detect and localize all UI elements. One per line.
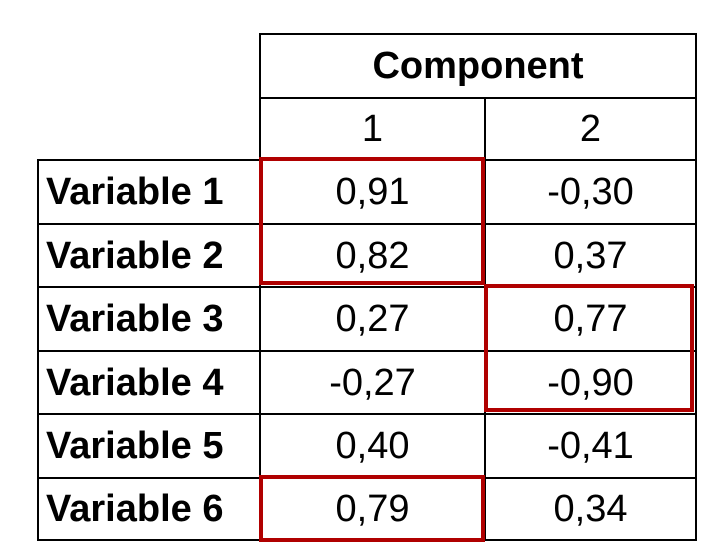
table-rule [37,286,697,288]
table-rule [37,350,697,352]
table-rule [259,33,261,541]
table-rule [37,223,697,225]
row-label-variable-5: Variable 5 [46,425,224,467]
row-label-variable-1: Variable 1 [46,171,224,213]
value-cell: 0,77 [553,298,628,340]
value-cell: 0,91 [335,171,410,213]
value-cell: -0,27 [329,361,416,404]
row-label-variable-2: Variable 2 [46,234,224,277]
column-header-2: 2 [579,108,602,150]
table-rule [695,33,697,541]
value-cell: 0,40 [335,425,410,467]
row-label-variable-3: Variable 3 [46,298,224,340]
value-cell: 0,34 [553,488,628,530]
row-label-variable-6: Variable 6 [46,488,224,530]
value-cell: 0,37 [553,234,628,277]
value-cell: -0,30 [547,171,634,213]
component-header: Component [372,45,584,87]
table-rule [37,477,697,479]
column-header-1: 1 [361,108,384,150]
table-rule [484,97,486,541]
table-rule [259,97,697,99]
table-rule [37,159,697,161]
table-rule [259,33,697,35]
value-cell: 0,27 [335,298,410,340]
value-cell: 0,79 [335,488,410,530]
value-cell: 0,82 [335,234,410,277]
row-label-variable-4: Variable 4 [46,361,224,404]
table-rule [37,539,697,541]
table-rule [37,159,39,541]
value-cell: -0,41 [547,425,634,467]
table-rule [37,413,697,415]
value-cell: -0,90 [547,361,634,404]
